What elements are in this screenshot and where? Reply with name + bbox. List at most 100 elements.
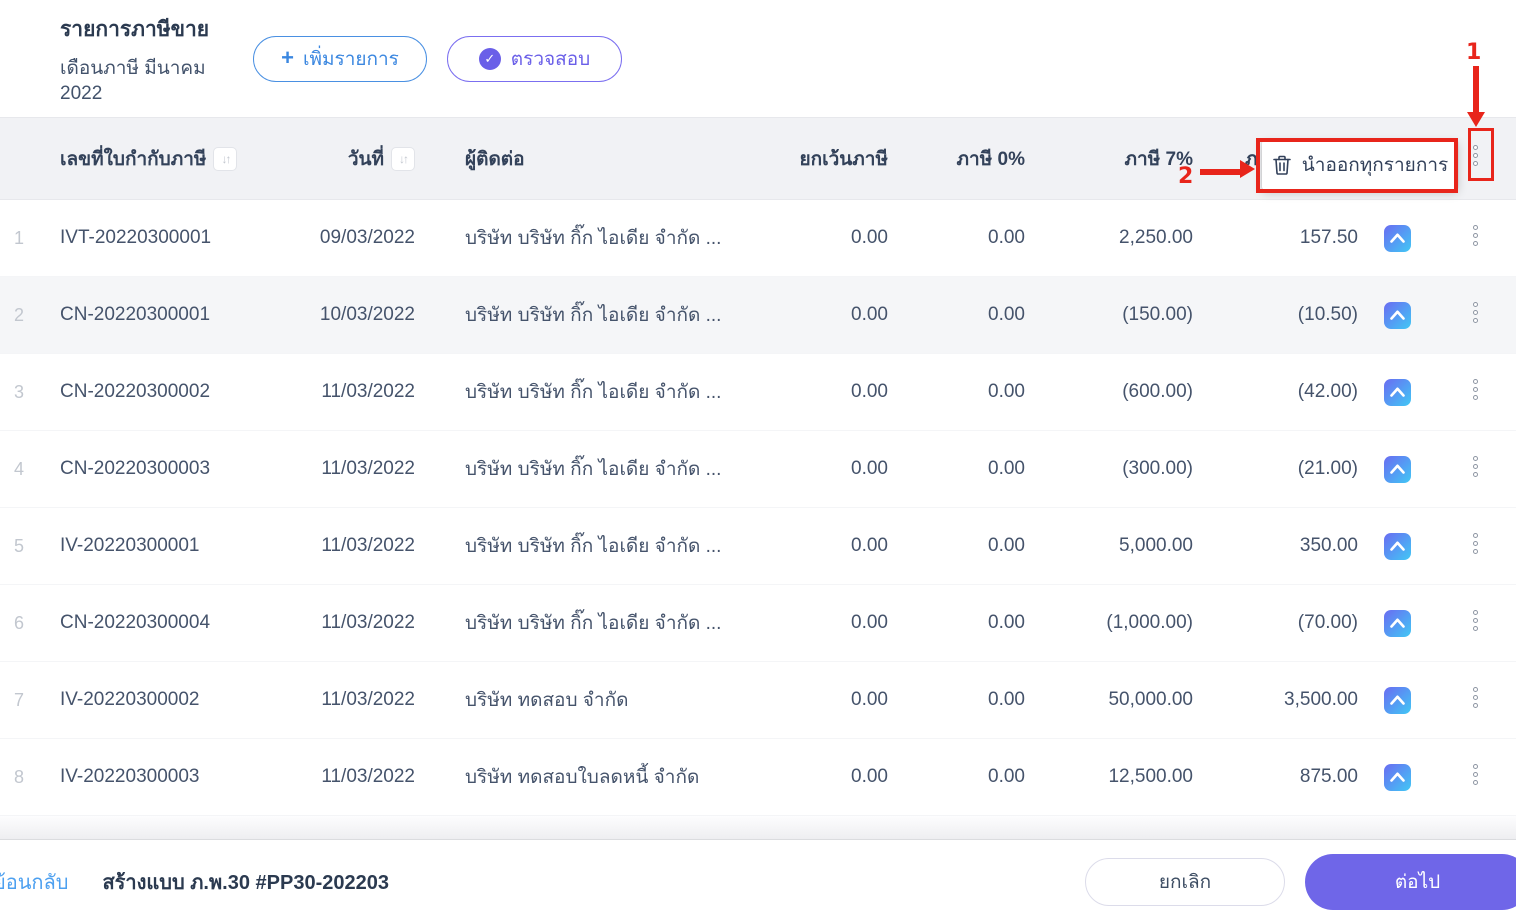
table-row[interactable]: 5 IV-20220300001 11/03/2022 บริษัท บริษั… <box>0 507 1516 585</box>
tax7-amount-cell: 50,000.00 <box>1027 661 1195 739</box>
top-bar: รายการภาษีขาย เดือนภาษี มีนาคม 2022 + เพ… <box>0 0 1516 117</box>
flowaccount-logo-icon[interactable] <box>1384 455 1411 483</box>
contact-cell: บริษัท ทดสอบใบลดหนี้ จำกัด <box>415 738 735 816</box>
exempt-amount-cell: 0.00 <box>735 276 890 354</box>
row-menu-icon[interactable] <box>1473 453 1478 480</box>
row-index: 5 <box>0 507 40 585</box>
row-menu-icon[interactable] <box>1473 761 1478 788</box>
exempt-amount-cell: 0.00 <box>735 199 890 277</box>
logo-cell <box>1360 199 1435 277</box>
row-menu-icon[interactable] <box>1473 530 1478 557</box>
row-menu-icon[interactable] <box>1473 684 1478 711</box>
page-title: รายการภาษีขาย <box>60 17 210 41</box>
row-index: 2 <box>0 276 40 354</box>
vat-amount-cell: 350.00 <box>1195 507 1360 585</box>
add-item-label: เพิ่มรายการ <box>302 48 399 70</box>
invoice-number-cell: IV-20220300002 <box>40 661 260 739</box>
header-invoice-no-label: เลขที่ใบกำกับภาษี <box>60 148 207 170</box>
table-row[interactable]: 3 CN-20220300002 11/03/2022 บริษัท บริษั… <box>0 353 1516 431</box>
contact-cell: บริษัท บริษัท กิ๊ก ไอเดีย จำกัด ... <box>415 584 735 662</box>
vat-amount-cell: 875.00 <box>1195 738 1360 816</box>
tax7-amount-cell: (1,000.00) <box>1027 584 1195 662</box>
table-row[interactable]: 6 CN-20220300004 11/03/2022 บริษัท บริษั… <box>0 584 1516 662</box>
tax0-amount-cell: 0.00 <box>890 738 1027 816</box>
exempt-amount-cell: 0.00 <box>735 738 890 816</box>
row-menu-cell <box>1435 738 1516 816</box>
flowaccount-logo-icon[interactable] <box>1384 609 1411 637</box>
tax7-amount-cell: (300.00) <box>1027 430 1195 508</box>
row-menu-cell <box>1435 430 1516 508</box>
flowaccount-logo-icon[interactable] <box>1384 686 1411 714</box>
table-header-row: เลขที่ใบกำกับภาษี ↓↑ วันที่ ↓↑ ผู้ติดต่อ… <box>0 117 1516 200</box>
next-button[interactable]: ต่อไป <box>1305 853 1516 910</box>
table-row[interactable]: 1 IVT-20220300001 09/03/2022 บริษัท บริษ… <box>0 199 1516 277</box>
invoice-number-cell: CN-20220300002 <box>40 353 260 431</box>
contact-cell: บริษัท บริษัท กิ๊ก ไอเดีย จำกัด ... <box>415 430 735 508</box>
invoice-number-cell: CN-20220300003 <box>40 430 260 508</box>
tax0-amount-cell: 0.00 <box>890 199 1027 277</box>
back-link[interactable]: ย้อนกลับ <box>0 871 69 894</box>
exempt-amount-cell: 0.00 <box>735 584 890 662</box>
logo-cell <box>1360 276 1435 354</box>
table-row[interactable]: 8 IV-20220300003 11/03/2022 บริษัท ทดสอบ… <box>0 738 1516 816</box>
row-menu-cell <box>1435 507 1516 585</box>
flowaccount-logo-icon[interactable] <box>1384 224 1411 252</box>
contact-cell: บริษัท บริษัท กิ๊ก ไอเดีย จำกัด ... <box>415 199 735 277</box>
table-body: 1 IVT-20220300001 09/03/2022 บริษัท บริษ… <box>0 199 1516 816</box>
header-date: วันที่ ↓↑ <box>260 117 415 200</box>
title-block: รายการภาษีขาย เดือนภาษี มีนาคม 2022 <box>60 13 253 105</box>
table-bottom-band <box>0 816 1516 840</box>
date-cell: 09/03/2022 <box>260 199 415 277</box>
remove-all-menu-item[interactable]: นำออกทุกรายการ <box>1262 140 1458 190</box>
row-menu-cell <box>1435 199 1516 277</box>
invoice-number-cell: IVT-20220300001 <box>40 199 260 277</box>
trash-icon <box>1272 155 1291 175</box>
sales-tax-table: เลขที่ใบกำกับภาษี ↓↑ วันที่ ↓↑ ผู้ติดต่อ… <box>0 117 1516 816</box>
table-row[interactable]: 2 CN-20220300001 10/03/2022 บริษัท บริษั… <box>0 276 1516 354</box>
add-item-button[interactable]: + เพิ่มรายการ <box>253 35 427 82</box>
flowaccount-logo-icon[interactable] <box>1384 301 1411 329</box>
header-date-label: วันที่ <box>347 148 384 170</box>
row-menu-icon[interactable] <box>1473 607 1478 634</box>
tax0-amount-cell: 0.00 <box>890 430 1027 508</box>
date-cell: 11/03/2022 <box>260 661 415 739</box>
cancel-button[interactable]: ยกเลิก <box>1085 857 1285 906</box>
invoice-number-cell: CN-20220300001 <box>40 276 260 354</box>
vat-amount-cell: (10.50) <box>1195 276 1360 354</box>
sort-invoice-icon[interactable]: ↓↑ <box>213 146 238 171</box>
row-menu-cell <box>1435 276 1516 354</box>
contact-cell: บริษัท บริษัท กิ๊ก ไอเดีย จำกัด ... <box>415 353 735 431</box>
tax0-amount-cell: 0.00 <box>890 661 1027 739</box>
tax7-amount-cell: (600.00) <box>1027 353 1195 431</box>
row-menu-icon[interactable] <box>1473 222 1478 249</box>
invoice-number-cell: CN-20220300004 <box>40 584 260 662</box>
invoice-number-cell: IV-20220300003 <box>40 738 260 816</box>
row-menu-icon[interactable] <box>1473 376 1478 403</box>
flowaccount-logo-icon[interactable] <box>1384 763 1411 791</box>
exempt-amount-cell: 0.00 <box>735 353 890 431</box>
check-circle-icon: ✓ <box>478 47 501 70</box>
invoice-number-cell: IV-20220300001 <box>40 507 260 585</box>
contact-cell: บริษัท บริษัท กิ๊ก ไอเดีย จำกัด ... <box>415 276 735 354</box>
verify-button[interactable]: ✓ ตรวจสอบ <box>447 35 622 82</box>
row-menu-cell <box>1435 661 1516 739</box>
row-index: 4 <box>0 430 40 508</box>
tax7-amount-cell: (150.00) <box>1027 276 1195 354</box>
column-options-icon[interactable] <box>1473 142 1478 169</box>
tax7-amount-cell: 5,000.00 <box>1027 507 1195 585</box>
flowaccount-logo-icon[interactable] <box>1384 378 1411 406</box>
table-row[interactable]: 7 IV-20220300002 11/03/2022 บริษัท ทดสอบ… <box>0 661 1516 739</box>
row-index: 8 <box>0 738 40 816</box>
date-cell: 11/03/2022 <box>260 507 415 585</box>
row-index: 7 <box>0 661 40 739</box>
table-row[interactable]: 4 CN-20220300003 11/03/2022 บริษัท บริษั… <box>0 430 1516 508</box>
sort-date-icon[interactable]: ↓↑ <box>391 146 415 171</box>
flowaccount-logo-icon[interactable] <box>1384 532 1411 560</box>
logo-cell <box>1360 661 1435 739</box>
vat-amount-cell: (42.00) <box>1195 353 1360 431</box>
row-menu-icon[interactable] <box>1473 299 1478 326</box>
logo-cell <box>1360 584 1435 662</box>
header-tax7: ภาษี 7% <box>1027 117 1195 200</box>
row-index: 6 <box>0 584 40 662</box>
